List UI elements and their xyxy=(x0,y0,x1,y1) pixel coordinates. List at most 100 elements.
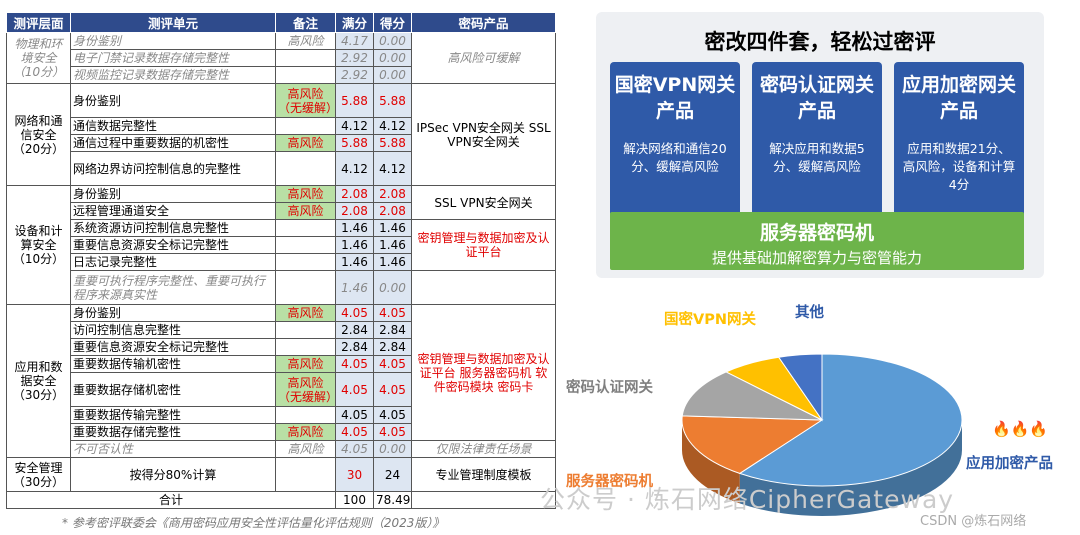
note-cell: 高风险 xyxy=(275,202,336,220)
pie-slice-服务器密码机 xyxy=(681,415,824,474)
table-row: 通信过程中重要数据的机密性 高风险 5.88 5.88 xyxy=(7,134,556,152)
full-cell: 2.92 xyxy=(335,66,374,84)
high-risk-text: 高风险 xyxy=(287,357,324,371)
note-cell xyxy=(275,457,336,492)
card-title: 国密VPN网关产品 xyxy=(614,74,736,122)
card-desc: 解决应用和数据5分、缓解高风险 xyxy=(769,141,865,174)
card-title: 应用加密网关产品 xyxy=(901,74,1016,122)
unit-cell: 日志记录完整性 xyxy=(70,253,276,271)
high-risk-text: 高风险 xyxy=(287,306,324,320)
header-layer: 测评层面 xyxy=(6,12,71,33)
panel-title: 密改四件套，轻松过密评 xyxy=(704,30,936,54)
unit-cell: 访问控制信息完整性 xyxy=(70,321,276,339)
full-cell: 5.88 xyxy=(335,83,374,118)
score-cell: 5.88 xyxy=(373,83,412,118)
product-panel: 密改四件套，轻松过密评 国密VPN网关产品 解决网络和通信20分、缓解高风险 密… xyxy=(596,12,1044,278)
score-cell: 1.46 xyxy=(373,236,412,254)
score-cell: 24 xyxy=(373,457,412,492)
full-cell: 4.05 xyxy=(335,423,374,441)
unit-cell: 通信过程中重要数据的机密性 xyxy=(70,134,276,152)
label-other: 其他 xyxy=(795,305,824,321)
unit-cell: 重要信息资源安全标记完整性 xyxy=(70,236,276,254)
table-row: 网络和通信安全（20分） 身份鉴别 高风险（无缓解） 5.88 5.88 IPS… xyxy=(6,83,556,186)
header-unit: 测评单元 xyxy=(70,12,276,33)
full-cell: 4.05 xyxy=(335,372,374,407)
card-title: 服务器密码机 xyxy=(759,222,874,244)
unit-cell: 身份鉴别 xyxy=(70,83,276,118)
table-row: 应用和数据安全（30分） 身份鉴别 高风险 4.05 4.05 密钥管理与数据加… xyxy=(6,304,556,458)
card-title: 密码认证网关产品 xyxy=(759,74,874,122)
high-risk-text: 高风险 xyxy=(287,204,324,218)
card-app: 应用加密网关产品 应用和数据21分、高风险，设备和计算4分 xyxy=(894,62,1024,217)
score-cell: 2.08 xyxy=(373,202,412,220)
fire-icon: 🔥🔥🔥 xyxy=(992,420,1049,438)
score-cell: 4.05 xyxy=(373,304,412,322)
note-cell: 高风险 xyxy=(275,423,336,441)
full-cell: 2.92 xyxy=(335,49,374,67)
note-cell: 高风险（无缓解） xyxy=(275,372,338,407)
label-app: 应用加密产品 xyxy=(966,456,1053,472)
unit-cell: 重要信息资源安全标记完整性 xyxy=(70,338,276,356)
product-application-last: 仅限法律责任场景 xyxy=(411,440,556,458)
table-row: 重要信息资源安全标记完整性 1.46 1.46 xyxy=(7,236,556,254)
watermark: 公众号 · 炼石网络CipherGateway xyxy=(540,485,955,514)
table-row: 重要数据存储机密性 高风险（无缓解） 4.05 4.05 xyxy=(7,372,556,407)
card-auth: 密码认证网关产品 解决应用和数据5分、缓解高风险 xyxy=(752,62,882,217)
layer-device: 设备和计算安全（10分） xyxy=(6,185,71,305)
product-network: IPSec VPN安全网关 SSL VPN安全网关 xyxy=(411,83,556,186)
layer-application: 应用和数据安全（30分） xyxy=(6,304,71,458)
layer-network: 网络和通信安全（20分） xyxy=(6,83,71,186)
unit-cell: 按得分80%计算 xyxy=(70,457,276,492)
full-cell: 1.46 xyxy=(335,236,374,254)
card-desc: 提供基础加解密算力与密管能力 xyxy=(711,249,922,267)
high-risk-text: 高风险 xyxy=(287,136,324,150)
score-cell: 0.00 xyxy=(373,440,412,458)
table-row: 重要数据传输完整性 4.05 4.05 xyxy=(7,406,556,424)
product-empty xyxy=(411,270,556,305)
header-score: 得分 xyxy=(373,12,412,33)
score-cell: 4.12 xyxy=(373,151,412,186)
full-cell: 4.05 xyxy=(335,406,374,424)
unit-cell: 重要可执行程序完整性、重要可执行程序来源真实性 xyxy=(70,270,276,305)
table-row: 重要数据存储完整性 高风险 4.05 4.05 xyxy=(7,423,556,441)
total-label: 合计 xyxy=(6,491,336,509)
note-cell xyxy=(275,151,336,186)
table-total-row: 合计 100 78.49 xyxy=(6,491,556,509)
full-cell: 4.05 xyxy=(335,304,374,322)
table-row: 视频监控记录数据存储完整性 2.92 0.00 xyxy=(7,66,556,84)
csdn-credit: CSDN @炼石网络 xyxy=(920,514,1027,529)
full-cell: 2.08 xyxy=(335,185,374,203)
header-note: 备注 xyxy=(275,12,336,33)
card-server: 服务器密码机 提供基础加解密算力与密管能力 xyxy=(610,212,1024,270)
table-row: 日志记录完整性 1.46 1.46 xyxy=(7,253,556,271)
full-cell: 2.08 xyxy=(335,202,374,220)
unit-cell: 电子门禁记录数据存储完整性 xyxy=(70,49,276,67)
product-application: 密钥管理与数据加密及认证平台 服务器密码机 软件密码模块 密码卡 xyxy=(411,304,556,441)
card-desc: 解决网络和通信20分、缓解高风险 xyxy=(623,141,727,174)
table-row: 系统资源访问控制信息完整性 1.46 1.46 密钥管理与数据加密及认证平台 xyxy=(7,219,556,271)
unit-cell: 系统资源访问控制信息完整性 xyxy=(70,219,276,237)
full-cell: 4.05 xyxy=(335,355,374,373)
score-cell: 0.00 xyxy=(373,32,412,50)
total-empty xyxy=(411,491,556,509)
score-cell: 1.46 xyxy=(373,253,412,271)
score-cell: 5.88 xyxy=(373,134,412,152)
unit-cell: 重要数据存储机密性 xyxy=(70,372,276,407)
full-cell: 2.84 xyxy=(335,338,374,356)
table-row: 电子门禁记录数据存储完整性 2.92 0.00 xyxy=(7,49,556,67)
full-cell: 4.17 xyxy=(335,32,374,50)
score-cell: 4.05 xyxy=(373,423,412,441)
table-caption: * 参考密评联委会《商用密码应用安全性评估量化评估规则（2023版）》 xyxy=(62,516,445,530)
evaluation-table: 测评层面 测评单元 备注 满分 得分 密码产品 物理和环境安全（10分） 身份鉴… xyxy=(6,12,556,509)
pie-slice-应用加密产品 xyxy=(738,353,963,487)
label-auth: 密码认证网关 xyxy=(566,380,653,396)
table-row: 重要信息资源安全标记完整性 2.84 2.84 xyxy=(7,338,556,356)
full-cell: 5.88 xyxy=(335,134,374,152)
header-product: 密码产品 xyxy=(411,12,556,33)
table-row: 安全管理（30分） 按得分80%计算 30 24 专业管理制度模板 xyxy=(6,457,556,492)
high-risk-text: 高风险 xyxy=(287,425,324,439)
header-full: 满分 xyxy=(335,12,374,33)
note-cell: 高风险（无缓解） xyxy=(275,83,338,118)
total-score: 78.49 xyxy=(373,491,412,509)
